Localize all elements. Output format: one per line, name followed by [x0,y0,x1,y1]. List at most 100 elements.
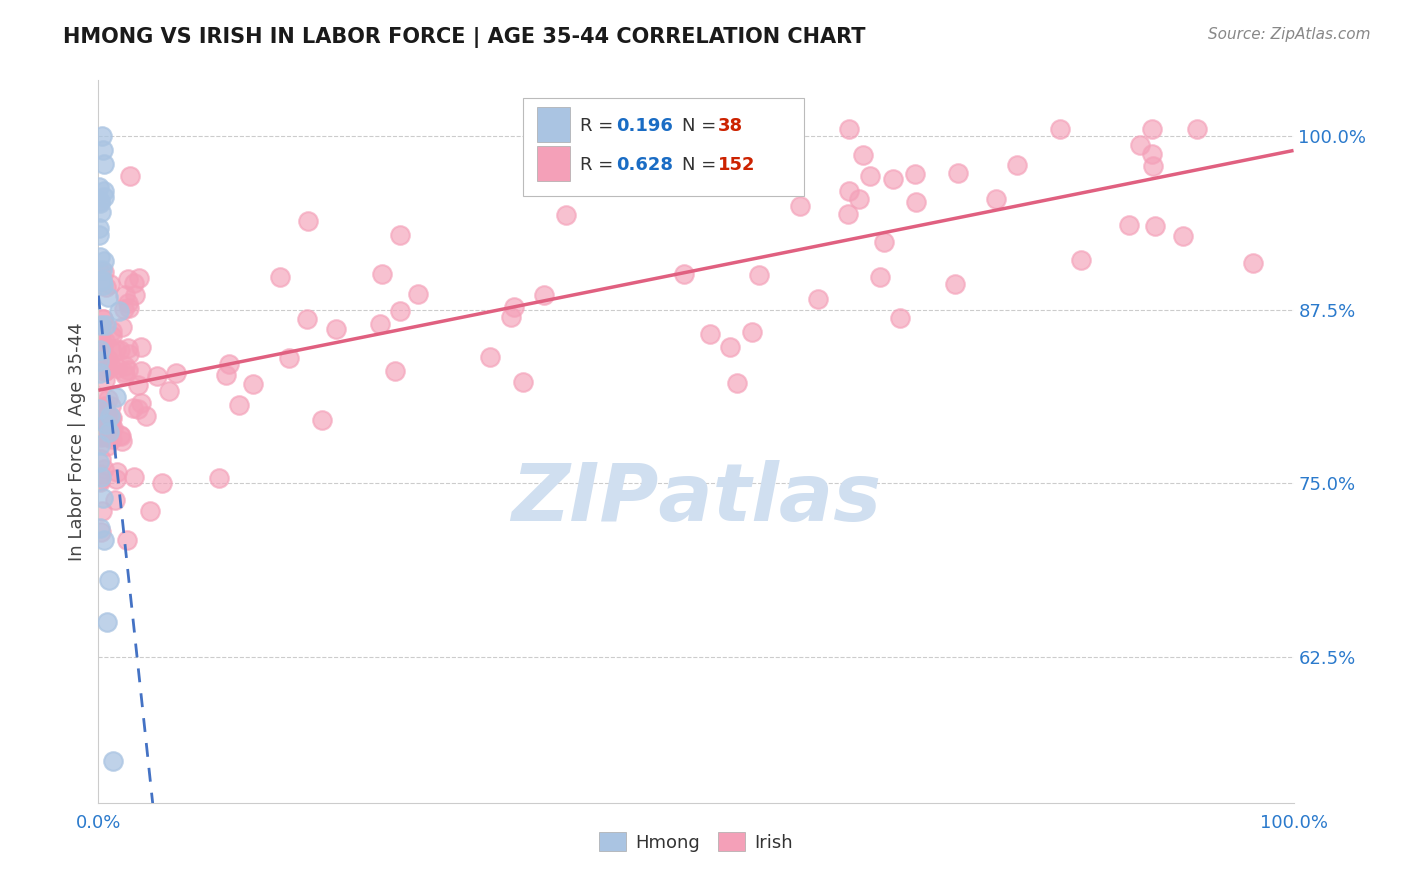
Point [101,325,124,339]
Point [89,438,111,452]
Text: ZIP​atlas: ZIP​atlas [510,460,882,539]
Point [215,368,238,383]
Point [89,194,111,209]
Point [118,301,141,315]
Point [512,375,534,389]
Point [100,411,122,425]
Point [110,427,132,442]
Point [1140,146,1163,161]
Point [91,412,114,426]
Point [946,166,969,180]
Point [96,407,118,421]
Point [837,207,859,221]
Point [869,270,891,285]
Point [89,343,111,357]
Point [269,269,291,284]
Point [1142,159,1164,173]
Point [100,359,122,374]
Point [117,342,139,356]
FancyBboxPatch shape [537,146,571,181]
Point [87,354,110,368]
Point [89,221,111,235]
Point [100,410,122,425]
Point [94,364,117,378]
Point [96,417,118,432]
Point [94,409,117,424]
Point [93,419,115,434]
Point [838,122,860,136]
Point [94,373,117,387]
Y-axis label: In Labor Force | Age 35-44: In Labor Force | Age 35-44 [67,322,86,561]
Point [389,304,412,318]
Point [98,277,121,292]
Point [150,476,173,491]
Point [89,401,111,415]
Point [94,411,117,425]
Point [105,390,128,404]
Legend: Hmong, Irish: Hmong, Irish [592,825,800,859]
Point [96,439,118,453]
Point [165,366,187,380]
Point [104,492,127,507]
Point [502,300,524,314]
Point [90,428,112,442]
Point [111,320,134,334]
Point [110,429,132,443]
Point [117,272,139,286]
Point [89,366,111,380]
Point [127,401,149,416]
Point [93,359,115,374]
Point [371,267,394,281]
Point [859,169,882,183]
Point [91,311,114,326]
Point [90,430,112,444]
Point [94,280,117,294]
Point [117,296,139,310]
Point [97,289,120,303]
Point [104,472,127,486]
Point [105,465,128,479]
FancyBboxPatch shape [537,107,571,142]
Point [94,356,117,370]
Point [672,267,695,281]
Point [384,364,406,378]
Point [94,334,117,348]
Point [1005,158,1028,172]
Point [111,434,134,448]
Point [882,172,904,186]
Point [118,169,141,183]
Point [90,452,112,467]
Point [89,196,111,211]
Point [93,461,115,475]
Point [91,277,114,292]
Point [93,533,115,548]
Point [112,365,135,379]
Point [97,408,120,422]
Point [97,352,120,367]
Point [90,274,112,288]
Point [146,369,169,384]
Point [98,425,121,440]
Point [94,399,117,413]
Point [90,274,112,288]
Point [101,432,124,446]
Point [1129,138,1152,153]
Point [93,184,115,198]
Text: 38: 38 [717,117,742,135]
Point [100,400,122,414]
Point [122,470,145,484]
Point [943,277,966,291]
Point [904,168,927,182]
Point [91,491,114,506]
Point [1140,122,1163,136]
Point [131,341,153,355]
Point [117,533,139,548]
Text: R =: R = [581,156,619,174]
Point [889,311,911,326]
Point [91,504,114,518]
Point [91,143,114,157]
Point [93,364,115,378]
Point [101,754,124,768]
Point [129,364,152,378]
Point [1185,122,1208,136]
